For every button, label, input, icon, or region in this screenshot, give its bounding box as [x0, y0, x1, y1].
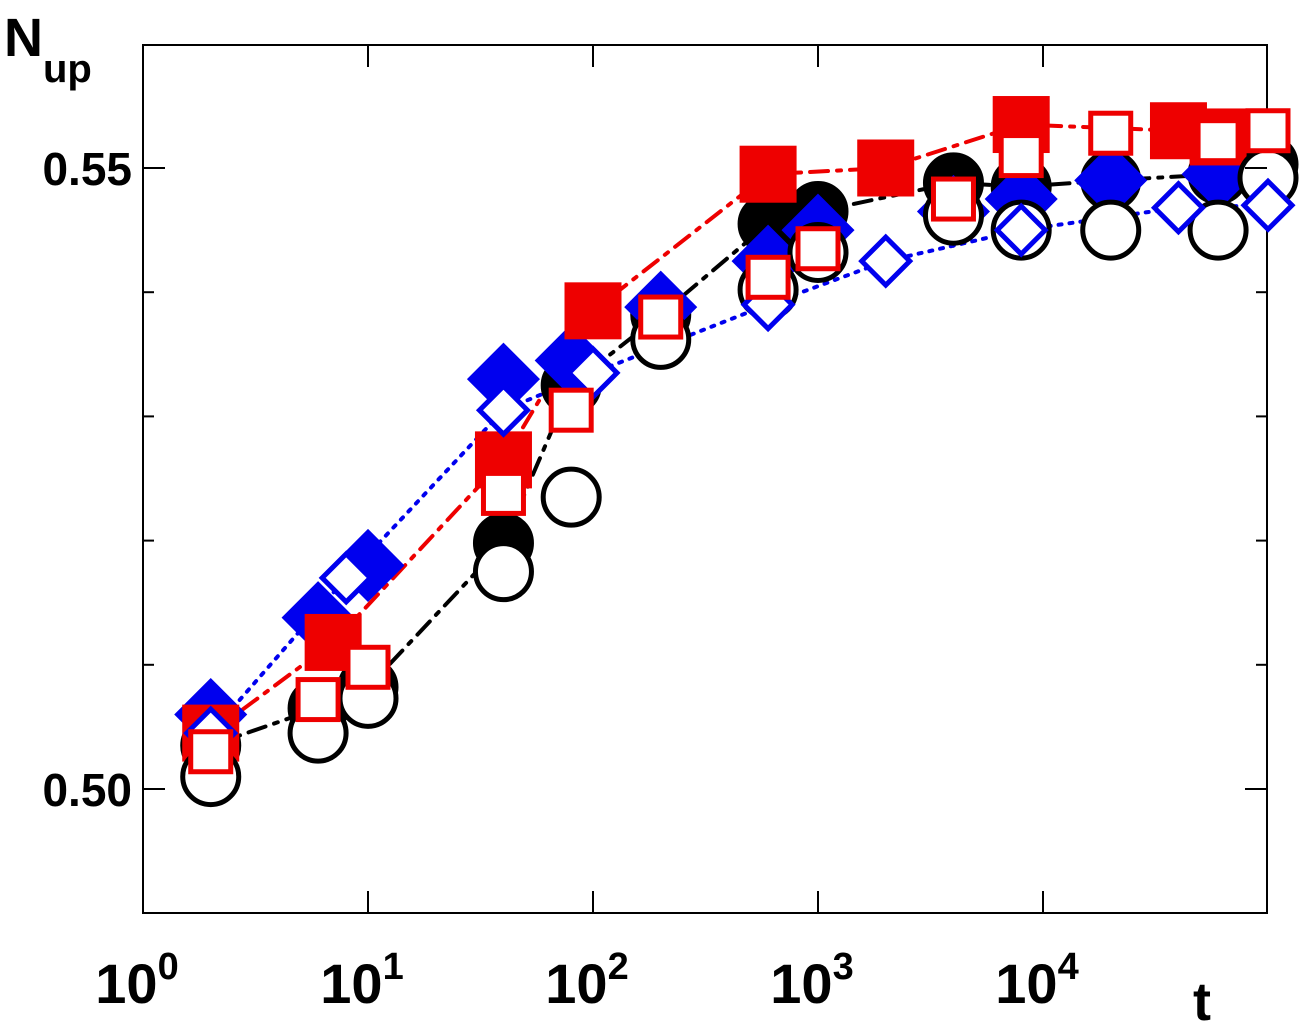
x-tick-label-base: 10: [995, 952, 1057, 1015]
series-1-point: [1187, 199, 1249, 261]
series-5-point: [1245, 108, 1291, 154]
series-3-point: [858, 233, 914, 289]
y-axis-label-main: N: [4, 8, 43, 68]
x-tick-label-base: 10: [770, 952, 832, 1015]
x-tick-label-exp: 1: [383, 946, 404, 988]
x-tick-label: 100: [95, 946, 178, 1015]
y-tick-label: 0.55: [42, 143, 132, 195]
x-tick-label: 104: [995, 946, 1078, 1015]
x-tick-label: 102: [545, 946, 628, 1015]
series-4-point: [739, 145, 797, 203]
series-4-point: [857, 139, 915, 197]
series-5-point: [930, 176, 976, 222]
y-tick-label: 0.50: [42, 764, 132, 816]
series-3-point: [1150, 180, 1206, 236]
series-3-point: [1240, 177, 1296, 233]
x-tick-label-base: 10: [320, 952, 382, 1015]
series-5-point: [548, 387, 594, 433]
series-5-point: [188, 729, 234, 775]
series-layer: [174, 96, 1299, 808]
series-line-4: [208, 122, 1221, 736]
x-tick-label: 101: [320, 946, 403, 1015]
y-axis-label-sub: up: [43, 47, 92, 91]
series-4-point: [564, 282, 622, 340]
x-tick-label-base: 10: [95, 952, 157, 1015]
series-5-point: [638, 294, 684, 340]
series-5-point: [998, 133, 1044, 179]
x-tick-label-exp: 4: [1058, 946, 1079, 988]
series-5-point: [345, 644, 391, 690]
series-1-point: [472, 541, 534, 603]
x-tick-label-exp: 3: [833, 946, 854, 988]
x-tick-label-base: 10: [545, 952, 607, 1015]
series-3-point: [475, 382, 531, 438]
series-1-point: [540, 466, 602, 528]
series-5-point: [1088, 110, 1134, 156]
label-layer: Nup t: [4, 8, 1211, 1029]
series-5-point: [295, 677, 341, 723]
series-3-point: [993, 202, 1049, 258]
series-5-point: [1195, 118, 1241, 164]
x-axis-label: t: [1193, 972, 1211, 1029]
plot-frame: [142, 44, 1268, 914]
x-tick-label-exp: 0: [158, 946, 179, 988]
series-5-point: [745, 254, 791, 300]
series-5-point: [795, 226, 841, 272]
series-3-point: [318, 550, 374, 606]
x-tick-label-exp: 2: [608, 946, 629, 988]
series-5-point: [480, 470, 526, 516]
series-1-point: [1080, 199, 1142, 261]
x-tick-label: 103: [770, 946, 853, 1015]
y-axis-label: Nup: [4, 8, 92, 91]
